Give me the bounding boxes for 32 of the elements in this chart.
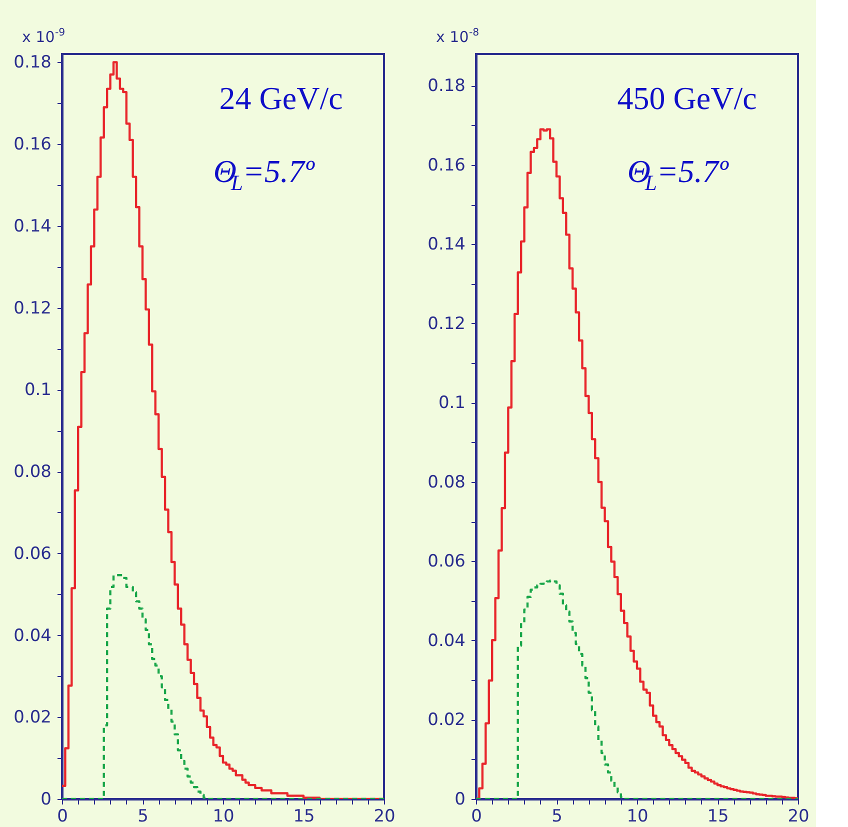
x-tick-label: 5 [552, 806, 562, 826]
y-tick-label: 0.16 [14, 134, 52, 155]
y-tick-label: 0.02 [14, 708, 52, 728]
y-tick-label: 0.12 [14, 298, 52, 318]
x-tick-label: 10 [212, 806, 234, 826]
y-tick-label: 0.06 [14, 544, 52, 564]
x-tick-label: 0 [471, 806, 482, 826]
y-tick-label: 0.04 [14, 626, 52, 646]
y-tick-label: 0 [454, 790, 466, 810]
x-tick-label: 15 [293, 806, 315, 826]
y-tick-label: 0 [40, 790, 52, 810]
y-tick-label: 0.14 [14, 216, 52, 236]
y-tick-label: 0.1 [438, 393, 466, 414]
y-tick-label: 0.1 [24, 380, 52, 400]
annotation: 450 GeV/c [617, 80, 757, 116]
y-tick-label: 0.08 [14, 462, 52, 482]
x-tick-label: 10 [626, 806, 648, 826]
y-tick-label: 0.06 [428, 552, 466, 572]
y-tick-label: 0.12 [428, 314, 466, 334]
x-tick-label: 15 [707, 806, 729, 826]
x-tick-label: 20 [788, 806, 810, 826]
x-tick-label: 5 [138, 806, 148, 826]
annotation: 24 GeV/c [219, 80, 343, 116]
x-tick-label: 0 [57, 806, 68, 826]
y-tick-label: 0.04 [428, 630, 466, 651]
y-tick-label: 0.16 [428, 155, 466, 176]
y-tick-label: 0.08 [428, 472, 466, 492]
y-tick-label: 0.14 [428, 234, 466, 255]
x-tick-label: 20 [374, 806, 396, 826]
y-tick-label: 0.18 [14, 52, 52, 73]
y-tick-label: 0.18 [428, 76, 466, 96]
y-tick-label: 0.02 [428, 710, 466, 730]
